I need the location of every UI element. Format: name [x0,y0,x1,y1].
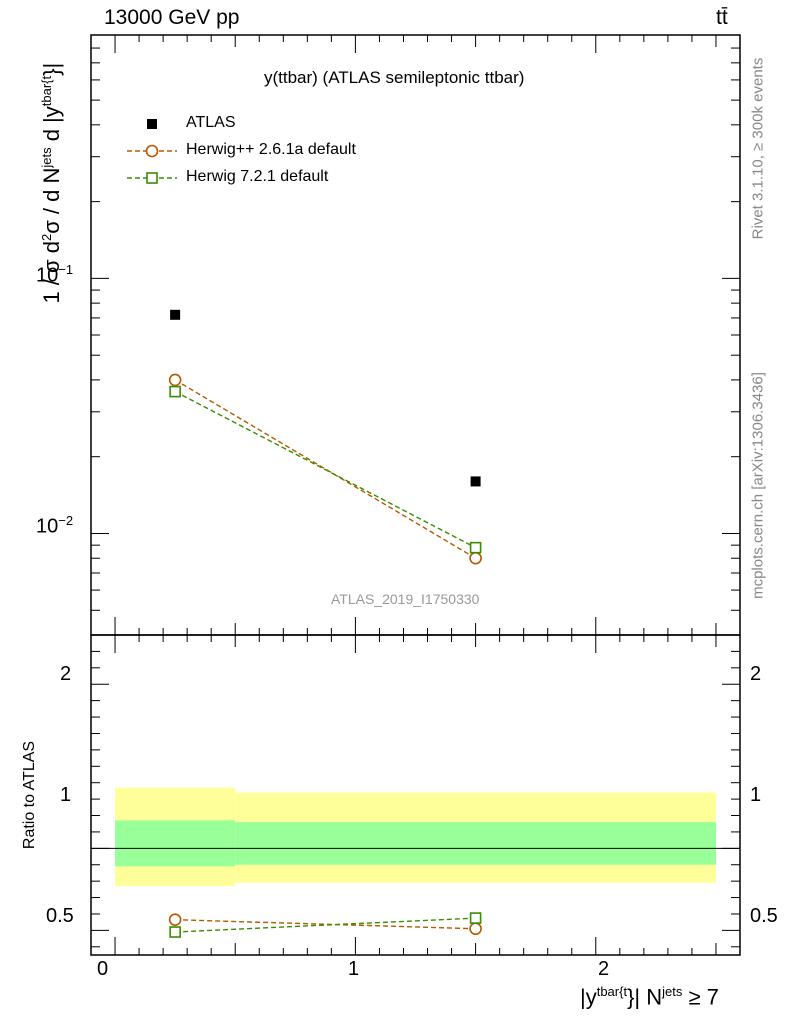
data-point [470,476,481,487]
stat-uncertainty-band [235,822,716,865]
ratio-y-tick-label-right: 2 [750,663,762,685]
beam-energy-label: 13000 GeV pp [104,6,240,29]
x-tick-label: 0 [97,958,109,980]
legend-marker [145,144,159,158]
data-point [469,551,482,565]
ratio-y-tick-label: 0.5 [46,905,74,927]
ratio-series-line [175,917,476,933]
data-point [469,541,482,554]
axis-ticks [91,34,740,955]
legend-marker [146,172,158,184]
ratio-y-tick-label-right: 0.5 [750,905,778,927]
main-y-axis-label: 1 / σ d2σ / d Njets d |ytbar{t}| [38,62,65,304]
ratio-data-point [469,922,482,936]
x-tick-label: 1 [348,958,360,980]
data-point [169,385,181,398]
ratio-uncertainty-bands [115,787,716,887]
ratio-y-tick-label-right: 1 [750,784,762,806]
legend [127,119,177,184]
ratio-frame [90,634,741,956]
ratio-data-point [169,926,181,938]
data-point [170,309,181,320]
series-lines [174,379,476,933]
x-axis-label: |ytbar{t}| Njets ≥ 7 [580,984,719,1010]
x-tick-label: 2 [598,958,610,980]
process-label: tt̄ [716,6,728,29]
series-line [174,390,476,549]
data-points [168,309,482,938]
ratio-data-point [168,913,182,927]
ratio-y-tick-label: 1 [60,784,72,806]
ratio-series-line [175,919,476,930]
legend-marker [147,119,157,129]
legend-label: ATLAS [186,114,236,131]
rivet-version-label: Rivet 3.1.10, ≥ 300k events [749,57,767,240]
series-line [174,379,476,559]
analysis-id-label: ATLAS_2019_I1750330 [331,591,480,607]
plot-title: y(ttbar) (ATLAS semileptonic ttbar) [264,68,525,87]
stat-uncertainty-band [115,820,236,867]
mcplots-reference-label: mcplots.cern.ch [arXiv:1306.3436] [749,372,767,599]
main-y-tick-label: 10−2 [36,513,74,538]
data-point [168,373,182,387]
ratio-y-axis-label: Ratio to ATLAS [21,740,38,850]
ratio-y-tick-label: 2 [60,663,72,685]
legend-label: Herwig++ 2.6.1a default [186,141,356,158]
ratio-data-point [469,912,482,924]
main-y-tick-label: 10−1 [36,262,74,287]
legend-label: Herwig 7.2.1 default [186,168,329,185]
